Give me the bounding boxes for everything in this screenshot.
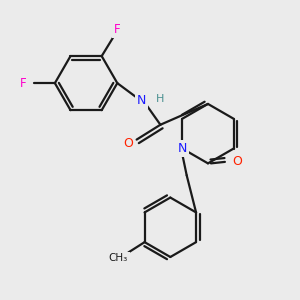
Text: H: H bbox=[156, 94, 164, 103]
Text: O: O bbox=[233, 155, 243, 168]
Text: F: F bbox=[114, 23, 121, 36]
Text: N: N bbox=[178, 142, 187, 155]
Text: CH₃: CH₃ bbox=[109, 254, 128, 263]
Text: F: F bbox=[20, 76, 27, 90]
Text: O: O bbox=[123, 137, 133, 150]
Text: N: N bbox=[137, 94, 146, 107]
